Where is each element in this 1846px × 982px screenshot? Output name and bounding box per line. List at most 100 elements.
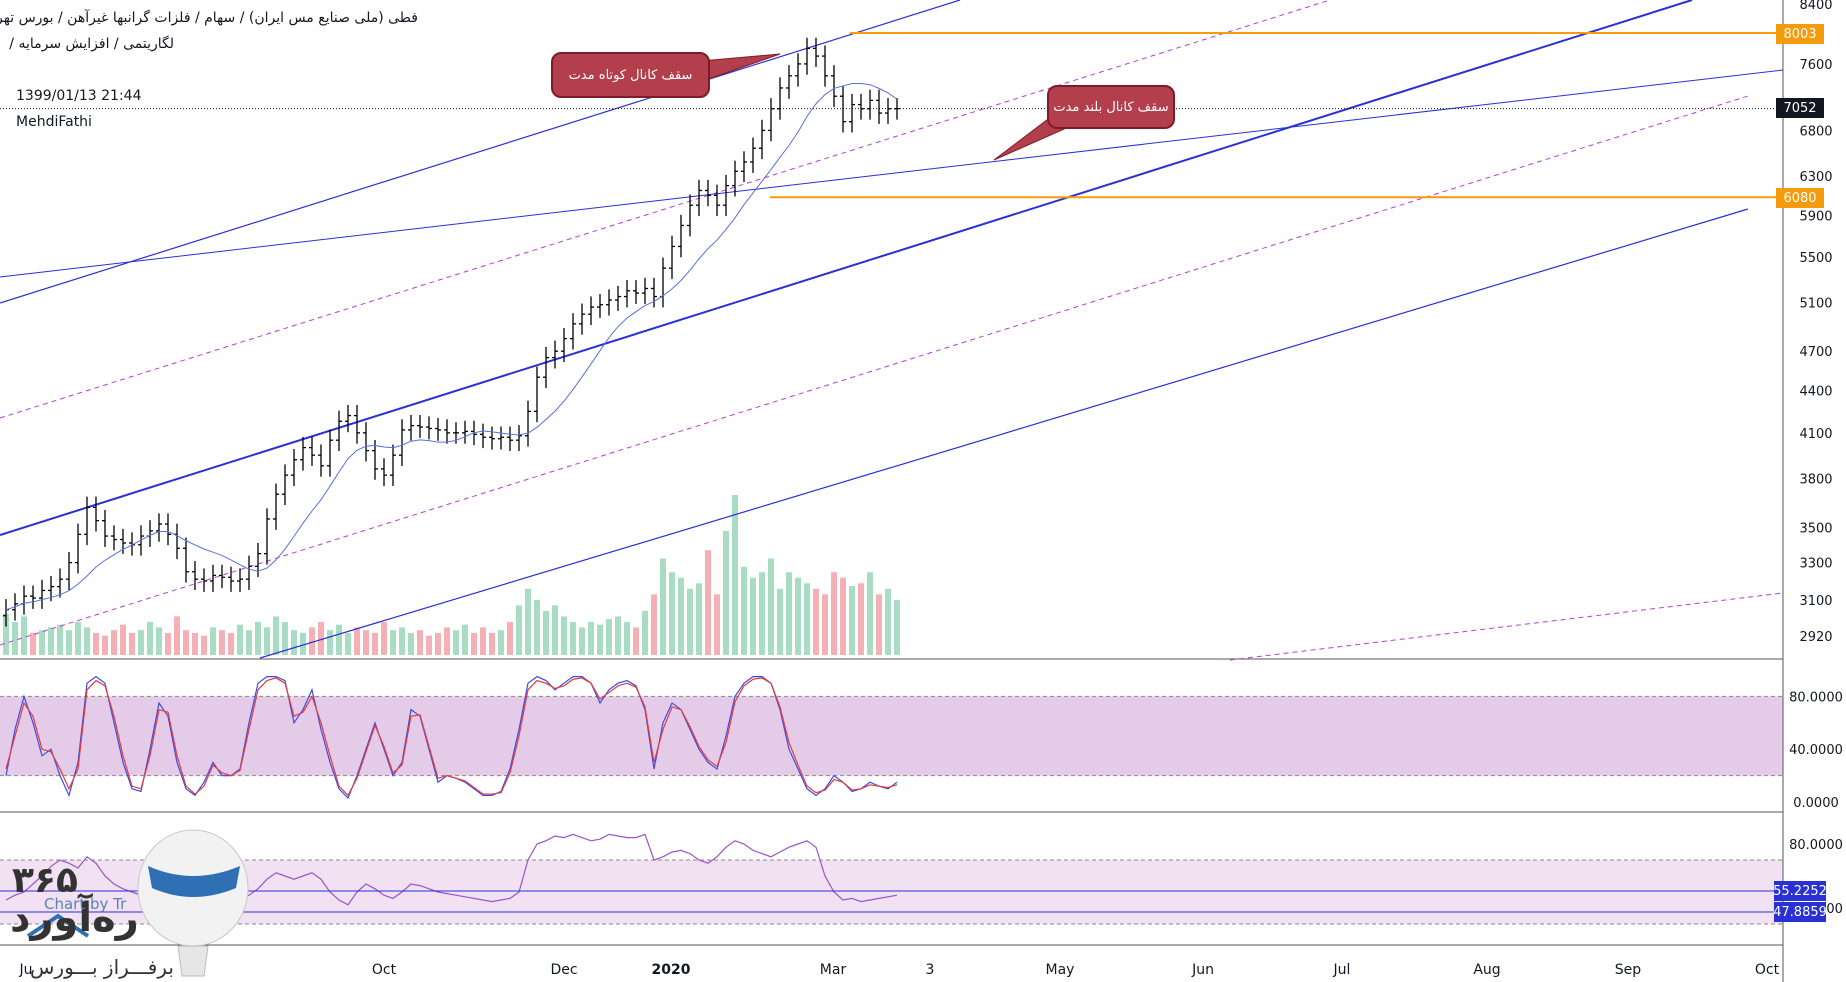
- volume-bar: [696, 583, 702, 655]
- volume-bar: [534, 599, 540, 655]
- volume-bar: [408, 632, 414, 655]
- y-tick-label: 4100: [1799, 427, 1832, 442]
- volume-bar: [624, 621, 630, 655]
- volume-bar: [678, 577, 684, 655]
- volume-bar: [633, 627, 639, 655]
- volume-bar: [867, 572, 873, 655]
- volume-bar: [723, 530, 729, 655]
- candles: [3, 37, 900, 627]
- dashed-channel-line: [1229, 592, 1784, 661]
- timestamp: 1399/01/13 21:44: [16, 88, 142, 104]
- volume-bar: [705, 550, 711, 655]
- x-tick-label: Oct: [1755, 962, 1780, 978]
- volume-bar: [606, 619, 612, 655]
- callout-short-channel-top[interactable]: سقف کانال کوتاه مدت: [551, 52, 710, 98]
- logo-numeral: ۳۶۵: [12, 860, 78, 901]
- volume-bar: [48, 627, 54, 655]
- volume-bar: [201, 635, 207, 655]
- volume-bar: [21, 616, 27, 655]
- x-tick-label: May: [1046, 962, 1075, 978]
- volume-bar: [714, 594, 720, 655]
- volume-bar: [300, 632, 306, 655]
- volume-bar: [228, 632, 234, 655]
- moving-average-line: [5, 82, 898, 611]
- callout-long-channel-top[interactable]: سقف کانال بلند مدت: [1047, 85, 1175, 129]
- y-tick-label: 4400: [1799, 385, 1832, 400]
- volume-bar: [66, 630, 72, 655]
- volume-bar: [210, 627, 216, 655]
- brand-logo: [26, 829, 249, 977]
- long-channel-top-line: [0, 69, 1784, 278]
- x-tick-label: Oct: [372, 962, 397, 978]
- volume-bar: [804, 583, 810, 655]
- x-tick-label: 3: [926, 962, 935, 978]
- volume-bar: [273, 616, 279, 655]
- rsi-tick-label: 80.0000: [1789, 838, 1843, 853]
- volume-bar: [174, 616, 180, 655]
- volume-bar: [102, 635, 108, 655]
- volume-bar: [183, 630, 189, 655]
- volume-bar: [453, 630, 459, 655]
- x-tick-label: 2020: [652, 962, 691, 978]
- rsi-band: [0, 860, 1783, 924]
- volume-bar: [264, 627, 270, 655]
- logo-name: ره‌آورد: [10, 895, 139, 941]
- volume-bar: [489, 632, 495, 655]
- volume-bar: [39, 630, 45, 655]
- symbol-subtitle: لگاریتمی / افزایش سرمایه /: [9, 36, 174, 52]
- volume-bar: [372, 632, 378, 655]
- volume-bar: [885, 588, 891, 655]
- dashed-channel-line: [0, 95, 1749, 646]
- y-tick-label: 7600: [1799, 58, 1832, 73]
- volume-bar: [768, 558, 774, 655]
- volume-bar: [57, 624, 63, 655]
- volume-bar: [444, 627, 450, 655]
- x-tick-label: Sep: [1615, 962, 1642, 978]
- y-tick-label: 3500: [1799, 521, 1832, 536]
- volume-bar: [426, 635, 432, 655]
- volume-bar: [471, 632, 477, 655]
- y-tick-label: 6300: [1799, 170, 1832, 185]
- x-tick-label: Aug: [1473, 962, 1500, 978]
- x-tick-label: Ju: [18, 962, 32, 978]
- volume-bar: [318, 621, 324, 655]
- volume-bar: [741, 566, 747, 655]
- volume-bar: [831, 572, 837, 655]
- volume-bar: [480, 627, 486, 655]
- volume-bar: [354, 627, 360, 655]
- volume-bar: [111, 630, 117, 655]
- volume-bar: [876, 594, 882, 655]
- short-channel-top-line: [0, 0, 961, 304]
- x-tick-label: Dec: [550, 962, 577, 978]
- volume-bar: [543, 610, 549, 655]
- price-tag-resistance: 8003: [1776, 24, 1824, 44]
- volume-bar: [894, 599, 900, 655]
- volume-bar: [336, 624, 342, 655]
- stoch-d-line: [5, 677, 898, 797]
- volume-bar: [552, 605, 558, 655]
- stoch-tick-label: 40.0000: [1789, 743, 1843, 758]
- price-tag-support: 6080: [1776, 188, 1824, 208]
- y-tick-label: 3300: [1799, 557, 1832, 572]
- volume-bar: [30, 632, 36, 655]
- dashed-channel-line: [0, 0, 1331, 419]
- volume-bar: [156, 627, 162, 655]
- symbol-title: فطی (ملی صنایع مس ایران) / سهام / فلزات …: [0, 10, 418, 26]
- volume-bar: [165, 632, 171, 655]
- long-channel-mid-line: [0, 0, 1693, 536]
- volume-bar: [750, 577, 756, 655]
- volume-bar: [561, 616, 567, 655]
- volume-bar: [237, 624, 243, 655]
- volume-bar: [255, 621, 261, 655]
- volume-bar: [498, 630, 504, 655]
- volume-bar: [570, 621, 576, 655]
- volume-bar: [246, 630, 252, 655]
- x-tick-label: Jul: [1333, 962, 1351, 978]
- volume-bar: [759, 572, 765, 655]
- volume-bar: [840, 577, 846, 655]
- volume-bar: [282, 621, 288, 655]
- volume-bar: [291, 630, 297, 655]
- volume-bar: [462, 624, 468, 655]
- y-tick-label: 5500: [1799, 251, 1832, 266]
